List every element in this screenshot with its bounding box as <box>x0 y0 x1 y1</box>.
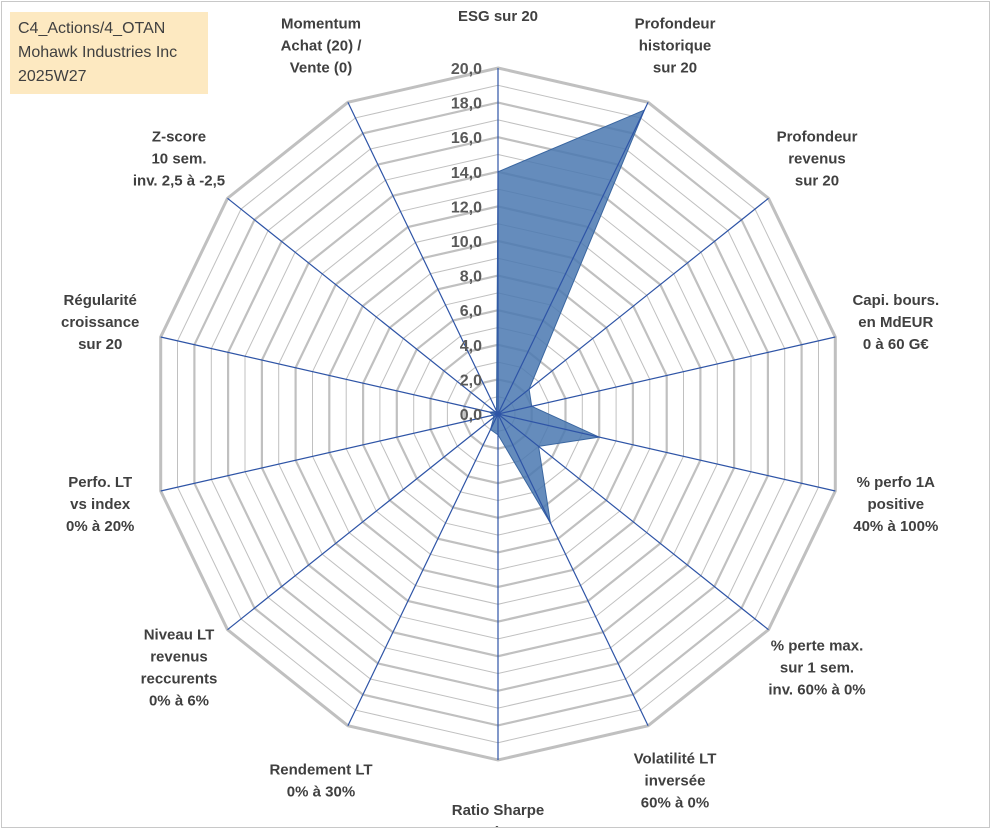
series-area <box>488 109 646 524</box>
tick-label: 4,0 <box>460 338 482 355</box>
axis-label-line: Z-score <box>152 129 206 146</box>
axis-label-line: inv. 60% à 0% <box>768 681 865 698</box>
axis-label: Momentum Achat (20) / Vente (0) <box>281 15 363 76</box>
axis-label-line: sur 20 <box>653 59 697 76</box>
tick-label: 14,0 <box>451 165 482 182</box>
axis-label: Volatilité LT inversée 60% à 0% <box>634 751 717 812</box>
tick-label: 16,0 <box>451 130 482 147</box>
axis-label-line: 40% à 100% <box>853 518 938 535</box>
axis-label-line: revenus <box>788 151 846 168</box>
axis-label-line: Profondeur <box>635 15 716 32</box>
axis-label: Ratio Sharpe 0 à 2 <box>452 802 545 827</box>
axis-spoke <box>160 336 499 415</box>
axis-label-line: Vente (0) <box>290 59 353 76</box>
axis-label-line: 0 à 60 G€ <box>863 336 930 353</box>
axis-label-line: Régularité <box>64 292 137 309</box>
axis-label-line: 0% à 20% <box>66 518 134 535</box>
axis-label-line: % perfo 1A <box>857 474 936 491</box>
title-box: C4_Actions/4_OTAN Mohawk Industries Inc … <box>10 12 208 94</box>
axis-label: Rendement LT 0% à 30% <box>269 762 372 801</box>
axis-label: Perfo. LT vs index 0% à 20% <box>66 474 134 535</box>
axis-label-line: Niveau LT <box>144 626 215 643</box>
axis-label-line: % perte max. <box>771 637 864 654</box>
axis-label-line: Momentum <box>281 15 361 32</box>
axis-spoke <box>497 102 649 415</box>
axis-label-line: Note <box>481 2 514 3</box>
radar-spokes <box>160 68 836 760</box>
axis-label-line: Perfo. LT <box>68 474 132 491</box>
axis-label: % perfo 1A positive 40% à 100% <box>853 474 938 535</box>
axis-spoke <box>497 413 836 492</box>
axis-spoke <box>227 197 499 415</box>
axis-spoke <box>347 413 499 726</box>
axis-label-line: positive <box>867 496 924 513</box>
axis-spoke <box>347 102 499 415</box>
axis-label-line: 0 à 2 <box>481 824 514 827</box>
axis-label: % perte max. sur 1 sem. inv. 60% à 0% <box>768 637 865 698</box>
axis-label-line: sur 1 sem. <box>780 659 854 676</box>
axis-label-line: 0% à 30% <box>287 784 355 801</box>
axis-label: Z-score 10 sem. inv. 2,5 à -2,5 <box>133 129 225 190</box>
axis-label-line: Profondeur <box>777 129 858 146</box>
title-line-2: Mohawk Industries Inc <box>18 44 178 61</box>
axis-label: Niveau LT revenus reccurents 0% à 6% <box>141 626 218 709</box>
axis-label-line: Achat (20) / <box>281 37 363 54</box>
axis-label-line: vs index <box>70 496 131 513</box>
tick-label: 0,0 <box>460 407 482 424</box>
axis-label-line: sur 20 <box>795 173 839 190</box>
axis-label-line: inv. 2,5 à -2,5 <box>133 173 225 190</box>
series-area-layer <box>488 109 646 524</box>
tick-label: 10,0 <box>451 234 482 251</box>
tick-label: 2,0 <box>460 372 482 389</box>
axis-label-line: revenus <box>150 648 208 665</box>
axis-label-line: Rendement LT <box>269 762 372 779</box>
axis-labels: Note ESG sur 20 Profondeur historique sur 20… <box>61 2 939 827</box>
axis-label-line: en MdEUR <box>858 314 933 331</box>
axis-label-line: 60% à 0% <box>641 795 709 812</box>
axis-label-line: Volatilité LT <box>634 751 717 768</box>
axis-spoke <box>497 413 769 631</box>
title-line-1: C4_Actions/4_OTAN <box>18 20 166 37</box>
tick-label: 18,0 <box>451 96 482 113</box>
axis-label: Profondeur revenus sur 20 <box>777 129 858 190</box>
title-line-3: 2025W27 <box>18 68 87 85</box>
tick-label: 20,0 <box>451 61 482 78</box>
axis-spoke <box>227 413 499 631</box>
axis-label-line: reccurents <box>141 670 218 687</box>
axis-label-line: sur 20 <box>78 336 122 353</box>
axis-spoke <box>497 336 836 415</box>
axis-spoke <box>160 413 499 492</box>
axis-label-line: Ratio Sharpe <box>452 802 545 819</box>
axis-label: Profondeur historique sur 20 <box>635 15 716 76</box>
axis-label: Capi. bours. en MdEUR 0 à 60 G€ <box>852 292 939 353</box>
axis-spoke <box>497 197 769 415</box>
radial-tick-labels: 0,0 2,0 4,0 6,0 8,0 10,0 12,0 14,0 16,0 18,0 20,0 <box>451 61 482 424</box>
axis-label-line: inversée <box>645 773 706 790</box>
axis-label: Régularité croissance sur 20 <box>61 292 139 353</box>
tick-label: 8,0 <box>460 269 482 286</box>
axis-label-line: Capi. bours. <box>852 292 939 309</box>
axis-label-line: 10 sem. <box>151 151 206 168</box>
axis-label-line: ESG sur 20 <box>458 8 538 25</box>
axis-label-line: croissance <box>61 314 139 331</box>
tick-label: 6,0 <box>460 303 482 320</box>
tick-label: 12,0 <box>451 199 482 216</box>
axis-label-line: historique <box>639 37 712 54</box>
axis-label: Note ESG sur 20 <box>458 2 538 25</box>
axis-spoke <box>497 413 649 726</box>
axis-label-line: 0% à 6% <box>149 692 209 709</box>
